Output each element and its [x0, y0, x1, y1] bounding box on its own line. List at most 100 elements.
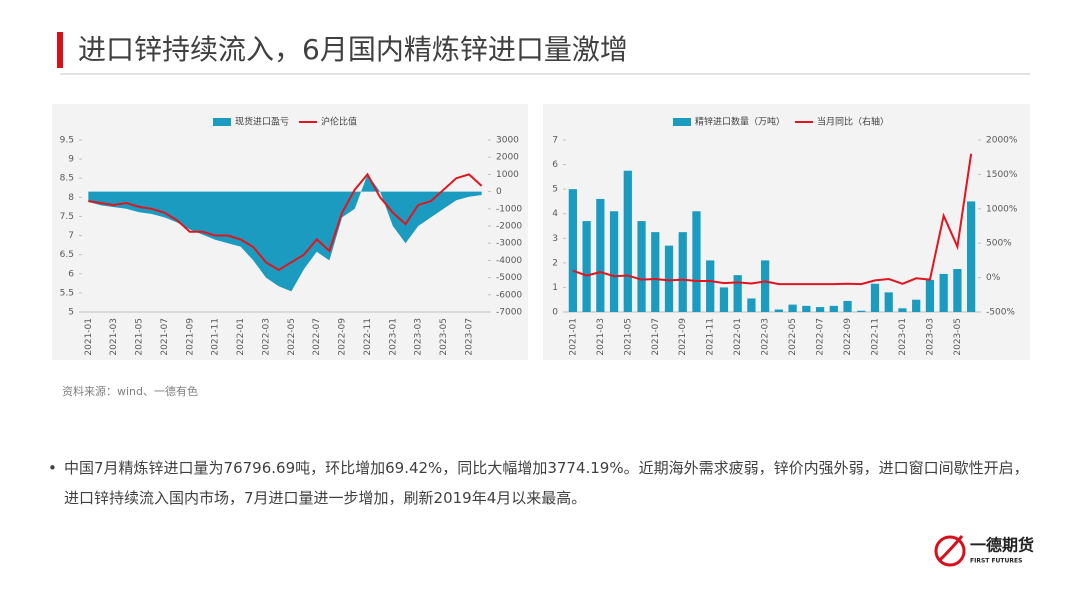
x-tick-label: 2022-09: [843, 318, 853, 356]
y-tick-label: 0: [552, 308, 558, 318]
y-tick-label: 8: [68, 193, 74, 203]
bar: [637, 221, 646, 312]
legend-label: 当月同比（右轴）: [817, 116, 889, 128]
y2-tick-label: -500%: [986, 308, 1015, 318]
bar: [692, 211, 701, 312]
x-tick-label: 2023-01: [388, 318, 398, 356]
y2-tick-label: -5000: [496, 273, 522, 283]
x-tick-label: 2022-01: [733, 318, 743, 356]
y2-tick-label: 1000: [496, 170, 519, 180]
y-tick-label: 3: [552, 234, 558, 244]
bar: [967, 201, 976, 312]
y2-tick-label: 0%: [986, 273, 1001, 283]
bar: [829, 305, 838, 312]
bar: [623, 170, 632, 312]
y-tick-label: 6.5: [60, 250, 74, 260]
y-tick-label: 9: [68, 155, 74, 165]
y-tick-label: 4: [552, 209, 558, 219]
bar: [925, 280, 935, 312]
y2-tick-label: 1500%: [986, 170, 1018, 180]
logo-name: 一德期货: [970, 536, 1034, 555]
x-tick-label: 2023-07: [464, 318, 474, 356]
y2-tick-label: 2000: [496, 153, 519, 163]
bar: [939, 273, 948, 312]
bullet-dot: •: [48, 459, 57, 477]
area: [88, 174, 482, 292]
x-tick-label: 2023-05: [439, 318, 449, 356]
bar: [953, 269, 962, 312]
y2-tick-label: -7000: [496, 308, 522, 318]
bar: [815, 307, 825, 312]
bar: [651, 232, 660, 312]
x-tick-label: 2021-03: [596, 318, 606, 356]
bar: [664, 245, 674, 312]
legend-swatch: [213, 118, 231, 126]
y-tick-label: 7: [552, 136, 558, 146]
bar: [898, 308, 907, 312]
y-tick-label: 5.5: [60, 288, 74, 298]
y2-tick-label: 2000%: [986, 136, 1018, 146]
x-tick-label: 2021-01: [568, 318, 578, 356]
x-tick-label: 2022-07: [312, 318, 322, 356]
y-tick-label: 7.5: [60, 212, 74, 222]
line: [88, 172, 483, 272]
y2-tick-label: -3000: [496, 239, 522, 249]
y-tick-label: 7: [68, 231, 74, 241]
bar: [788, 304, 797, 312]
bar: [802, 305, 811, 312]
x-tick-label: 2021-09: [678, 318, 688, 356]
x-tick-label: 2021-11: [211, 318, 221, 356]
bar: [706, 260, 715, 312]
bar: [582, 221, 591, 312]
bar: [843, 300, 852, 312]
x-tick-label: 2022-11: [871, 318, 881, 356]
title-accent: [57, 32, 63, 68]
y2-tick-label: 1000%: [986, 204, 1018, 214]
y2-tick-label: -2000: [496, 222, 522, 232]
y-tick-label: 8.5: [60, 174, 74, 184]
x-tick-label: 2023-01: [898, 318, 908, 356]
legend-label: 沪伦比值: [321, 116, 357, 128]
x-tick-label: 2021-05: [135, 318, 145, 356]
y-tick-label: 5: [552, 185, 558, 195]
y-tick-label: 2: [552, 258, 558, 268]
logo-icon: [934, 535, 966, 567]
x-tick-label: 2023-03: [414, 318, 424, 356]
y2-tick-label: 500%: [986, 239, 1012, 249]
slide-title: 进口锌持续流入，6月国内精炼锌进口量激增: [78, 33, 628, 66]
bar: [912, 299, 921, 312]
logo-icon: [938, 535, 964, 562]
bar: [884, 292, 893, 312]
legend-swatch: [673, 118, 691, 126]
y2-tick-label: -4000: [496, 256, 522, 266]
x-tick-label: 2021-07: [160, 318, 170, 356]
bar: [733, 275, 742, 312]
x-tick-label: 2022-09: [338, 318, 348, 356]
x-tick-label: 2023-05: [953, 318, 963, 356]
x-tick-label: 2021-01: [84, 318, 94, 356]
bar: [678, 232, 687, 312]
bar: [761, 260, 770, 312]
x-tick-label: 2022-11: [363, 318, 373, 356]
bar: [719, 287, 729, 312]
y-tick-label: 6: [68, 269, 74, 279]
legend-label: 精锌进口数量（万吨）: [695, 116, 785, 128]
y2-tick-label: 0: [496, 187, 502, 197]
logo-subtitle: FIRST FUTURES: [970, 558, 1022, 565]
x-tick-label: 2022-05: [287, 318, 297, 356]
y-tick-label: 5: [68, 308, 74, 318]
x-tick-label: 2022-03: [261, 318, 271, 356]
y2-tick-label: 3000: [496, 136, 519, 146]
y2-tick-label: -6000: [496, 290, 522, 300]
x-tick-label: 2022-07: [816, 318, 826, 356]
x-tick-label: 2021-09: [185, 318, 195, 356]
x-tick-label: 2022-03: [761, 318, 771, 356]
y-tick-label: 1: [552, 283, 558, 293]
legend-label: 现货进口盈亏: [235, 116, 289, 128]
x-tick-label: 2021-05: [623, 318, 633, 356]
x-tick-label: 2022-01: [236, 318, 246, 356]
bullet-text: 中国7月精炼锌进口量为76796.69吨，环比增加69.42%，同比大幅增加37…: [64, 459, 1029, 507]
bar: [774, 309, 783, 312]
